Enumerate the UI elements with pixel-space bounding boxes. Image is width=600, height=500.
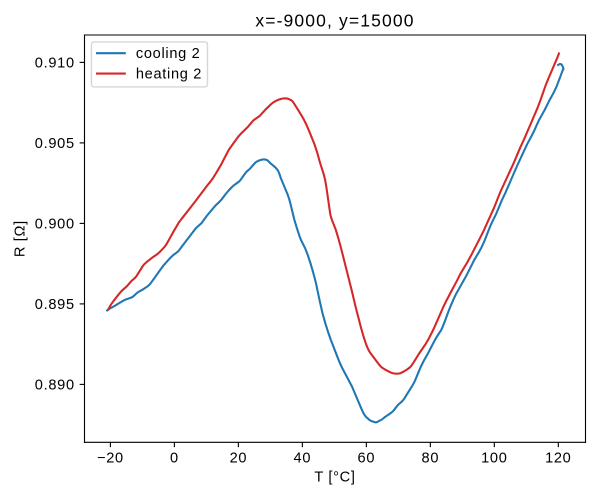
svg-text:60: 60 — [358, 451, 376, 467]
svg-text:0.905: 0.905 — [35, 136, 75, 152]
svg-text:0: 0 — [170, 451, 179, 467]
svg-text:0.895: 0.895 — [35, 297, 75, 313]
svg-text:R [Ω]: R [Ω] — [13, 220, 29, 257]
svg-text:heating 2: heating 2 — [136, 66, 202, 82]
svg-text:120: 120 — [545, 451, 571, 467]
svg-text:0.890: 0.890 — [35, 378, 75, 394]
svg-text:x=-9000, y=15000: x=-9000, y=15000 — [255, 11, 414, 31]
svg-text:T [°C]: T [°C] — [314, 470, 355, 486]
svg-text:−20: −20 — [97, 451, 124, 467]
svg-text:20: 20 — [230, 451, 248, 467]
svg-text:100: 100 — [481, 451, 507, 467]
svg-text:cooling 2: cooling 2 — [136, 46, 201, 62]
svg-text:0.900: 0.900 — [35, 217, 75, 233]
svg-text:40: 40 — [294, 451, 312, 467]
svg-text:80: 80 — [422, 451, 440, 467]
svg-text:0.910: 0.910 — [35, 56, 75, 72]
